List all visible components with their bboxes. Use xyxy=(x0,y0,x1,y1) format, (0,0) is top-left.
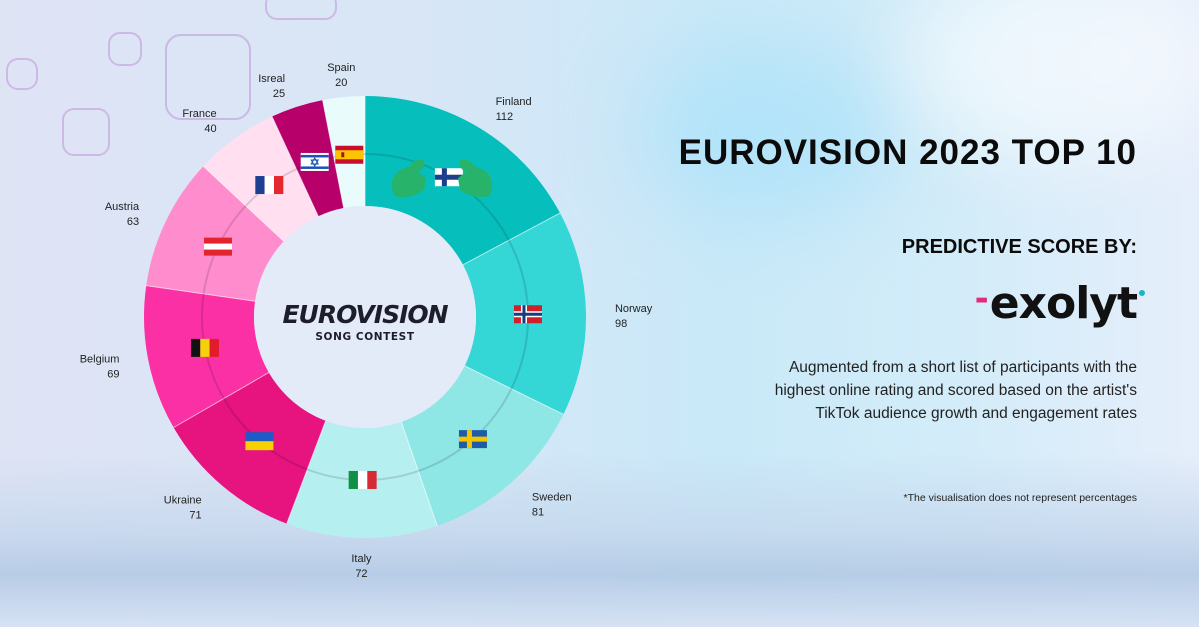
brand-name: exolyt xyxy=(989,278,1138,329)
center-disc xyxy=(254,206,476,428)
slice-separator xyxy=(286,420,327,524)
subtitle: PREDICTIVE SCORE BY: xyxy=(901,236,1137,258)
brand-dash-icon: - xyxy=(974,279,989,319)
brand-dot-icon xyxy=(1139,290,1145,296)
value-isreal: 25 xyxy=(273,88,285,100)
spain-flag-icon xyxy=(335,145,364,164)
slice-separator xyxy=(322,100,345,209)
background-glow xyxy=(640,40,900,220)
decor-square xyxy=(62,108,110,156)
value-austria: 63 xyxy=(127,216,139,228)
italy-flag-icon xyxy=(348,470,377,489)
chart-labels: Finland 112 Norway 98 Sweden 81 Italy 72 Ukraine… xyxy=(80,62,653,580)
slice-separator xyxy=(173,372,270,428)
finland-flag-icon xyxy=(434,168,463,187)
slice-separator xyxy=(462,212,561,266)
value-ukraine: 71 xyxy=(189,509,201,521)
slice-austria xyxy=(146,166,284,302)
description: Augmented from a short list of participa… xyxy=(774,359,1137,422)
muscle-arms-icon xyxy=(392,159,492,198)
logo-line-1: EUROVISION xyxy=(282,300,448,329)
israel-flag-icon xyxy=(300,152,329,171)
label-spain: Spain xyxy=(327,62,355,74)
slice-separator xyxy=(464,365,564,415)
label-ukraine: Ukraine xyxy=(164,494,202,506)
decor-square xyxy=(165,34,251,120)
footnote: *The visualisation does not represent pe… xyxy=(903,492,1137,504)
decor-square xyxy=(6,58,38,90)
label-austria: Austria xyxy=(105,201,140,213)
city-background xyxy=(0,452,1199,627)
france-flag-icon xyxy=(255,176,284,195)
norway-flag-icon xyxy=(513,305,542,324)
label-sweden: Sweden xyxy=(532,491,572,503)
austria-flag-icon xyxy=(203,237,232,256)
sweden-flag-icon xyxy=(458,430,487,449)
value-sweden: 81 xyxy=(532,506,544,518)
value-finland: 112 xyxy=(496,111,514,123)
belgium-flag-icon xyxy=(190,338,219,357)
label-france: France xyxy=(182,108,216,120)
value-france: 40 xyxy=(204,123,216,135)
label-belgium: Belgium xyxy=(80,354,120,366)
page-title: EUROVISION 2023 TOP 10 xyxy=(678,133,1137,172)
slice-separator xyxy=(271,116,319,217)
chart-flags xyxy=(190,145,542,489)
label-isreal: Isreal xyxy=(258,73,285,85)
logo-line-2: SONG CONTEST xyxy=(315,331,414,343)
value-belgium: 69 xyxy=(107,369,119,381)
brand-logo: -exolyt xyxy=(974,278,1145,329)
slice-separator xyxy=(203,165,285,242)
value-spain: 20 xyxy=(335,77,347,89)
value-norway: 98 xyxy=(615,318,627,330)
slice-separator xyxy=(400,421,438,527)
label-italy: Italy xyxy=(351,553,372,565)
label-norway: Norway xyxy=(615,303,653,315)
ukraine-flag-icon xyxy=(245,432,274,451)
decor-square xyxy=(108,32,142,66)
slice-separator xyxy=(146,285,256,302)
label-finland: Finland xyxy=(496,96,532,108)
eurovision-logo: EUROVISION SONG CONTEST xyxy=(282,300,449,343)
decor-square xyxy=(265,0,337,20)
value-italy: 72 xyxy=(355,568,367,580)
